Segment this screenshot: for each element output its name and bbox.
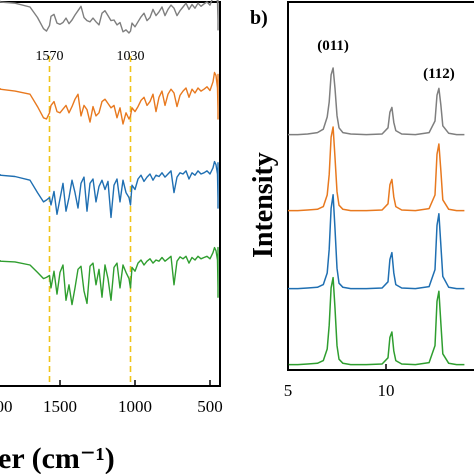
x-tick-label: 500 <box>197 397 223 416</box>
panel-b-x-ticks: 5 10 <box>284 364 395 400</box>
panel-a-x-axis-label: er (cm⁻¹) <box>0 442 115 474</box>
ftir-series-line <box>0 71 219 125</box>
panel-b-peak-labels: (011) (112) <box>317 38 455 82</box>
reference-line-label: 1570 <box>36 49 64 64</box>
panel-a-x-ticks: 00 1500 1000 500 <box>0 380 223 416</box>
ftir-series-line <box>0 246 219 306</box>
panel-a-reference-lines: 1570 1030 <box>36 49 145 384</box>
x-tick-label: 10 <box>378 381 395 400</box>
panel-b-y-axis-label: Intensity <box>248 152 279 258</box>
x-tick-label: 1000 <box>118 397 152 416</box>
panel-a-series <box>0 0 219 306</box>
xrd-series-line <box>288 126 465 212</box>
xrd-series-line <box>288 276 465 366</box>
x-tick-label: 5 <box>284 381 293 400</box>
panel-b-label: b) <box>250 7 268 29</box>
ftir-series-line <box>0 160 219 219</box>
panel-b: b) Intensity (011) (112) 5 10 <box>248 1 474 400</box>
peak-label: (011) <box>317 38 349 54</box>
panel-b-frame <box>287 1 474 371</box>
panel-b-series <box>288 67 465 366</box>
xrd-series-line <box>288 67 465 136</box>
panel-a: 1570 1030 00 1500 1000 500 er (cm⁻¹) <box>0 0 223 474</box>
xrd-series-line <box>288 194 465 290</box>
x-tick-label: 00 <box>0 397 13 416</box>
ftir-series-line <box>0 0 219 34</box>
x-tick-label: 1500 <box>43 397 77 416</box>
peak-label: (112) <box>423 66 455 82</box>
panel-a-frame <box>0 1 221 387</box>
reference-line-label: 1030 <box>117 49 145 64</box>
